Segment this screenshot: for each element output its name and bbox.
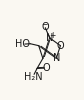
Text: O: O (41, 22, 49, 32)
Text: −: − (41, 20, 48, 29)
Text: O: O (57, 41, 65, 51)
Text: H₂N: H₂N (24, 72, 43, 82)
Text: +: + (49, 32, 55, 40)
Text: N: N (46, 33, 53, 43)
Text: O: O (43, 63, 50, 73)
Text: N: N (53, 53, 60, 63)
Text: HO: HO (15, 39, 30, 49)
